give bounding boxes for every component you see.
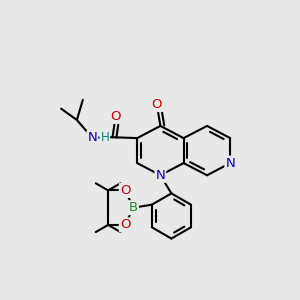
Text: N: N bbox=[88, 131, 97, 144]
Text: N: N bbox=[225, 157, 235, 169]
Text: B: B bbox=[129, 201, 138, 214]
Text: O: O bbox=[110, 110, 121, 123]
Text: O: O bbox=[120, 218, 130, 231]
Text: O: O bbox=[120, 184, 130, 197]
Text: H: H bbox=[100, 131, 109, 144]
Text: N: N bbox=[155, 169, 165, 182]
Text: O: O bbox=[152, 98, 162, 111]
